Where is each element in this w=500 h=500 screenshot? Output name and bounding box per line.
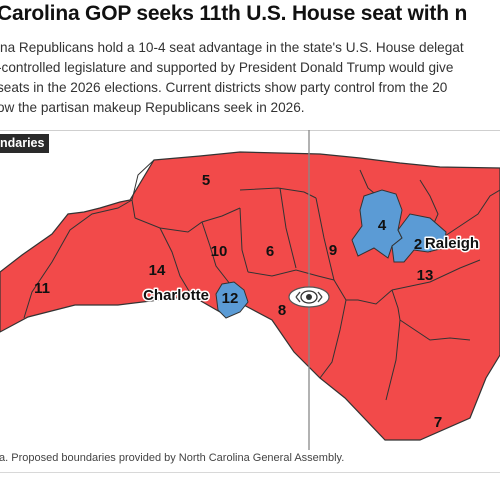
district-label-10: 10: [211, 243, 228, 260]
district-label-7: 7: [434, 414, 442, 431]
district-label-2: 2: [414, 236, 422, 253]
district-label-12: 12: [222, 290, 239, 307]
description-line: -controlled legislature and supported by…: [0, 60, 454, 75]
state-outline: [0, 151, 500, 441]
district-label-8: 8: [278, 302, 286, 319]
district-label-14: 14: [149, 262, 166, 279]
map-panel-label: ndaries: [0, 134, 50, 153]
district-label-6: 6: [266, 243, 274, 260]
district-map: 5 10 6 14 11 12 8 9 4 2 13 7 Charlotte R…: [0, 130, 500, 450]
description-line: seats in the 2026 elections. Current dis…: [0, 80, 448, 95]
eye-slider-handle-icon[interactable]: [288, 286, 330, 308]
top-divider: [0, 130, 500, 131]
district-shape-12: [215, 281, 249, 319]
city-label-charlotte: Charlotte: [143, 287, 209, 304]
district-label-5: 5: [202, 172, 210, 189]
description: ina Republicans hold a 10-4 seat advanta…: [0, 38, 464, 118]
source-note: a. Proposed boundaries provided by North…: [0, 452, 345, 464]
district-label-9: 9: [329, 242, 337, 259]
page-title: Carolina GOP seeks 11th U.S. House seat …: [0, 2, 468, 25]
district-label-13: 13: [417, 267, 434, 284]
district-shape-4: [351, 189, 403, 259]
district-label-4: 4: [378, 217, 387, 234]
bottom-divider: [0, 472, 500, 473]
description-line: ina Republicans hold a 10-4 seat advanta…: [0, 40, 464, 55]
district-borders: [23, 159, 500, 401]
description-line: ow the partisan makeup Republicans seek …: [0, 100, 305, 115]
district-shape-2: [391, 213, 447, 263]
district-label-11: 11: [34, 280, 50, 297]
city-label-raleigh: Raleigh: [425, 235, 479, 252]
